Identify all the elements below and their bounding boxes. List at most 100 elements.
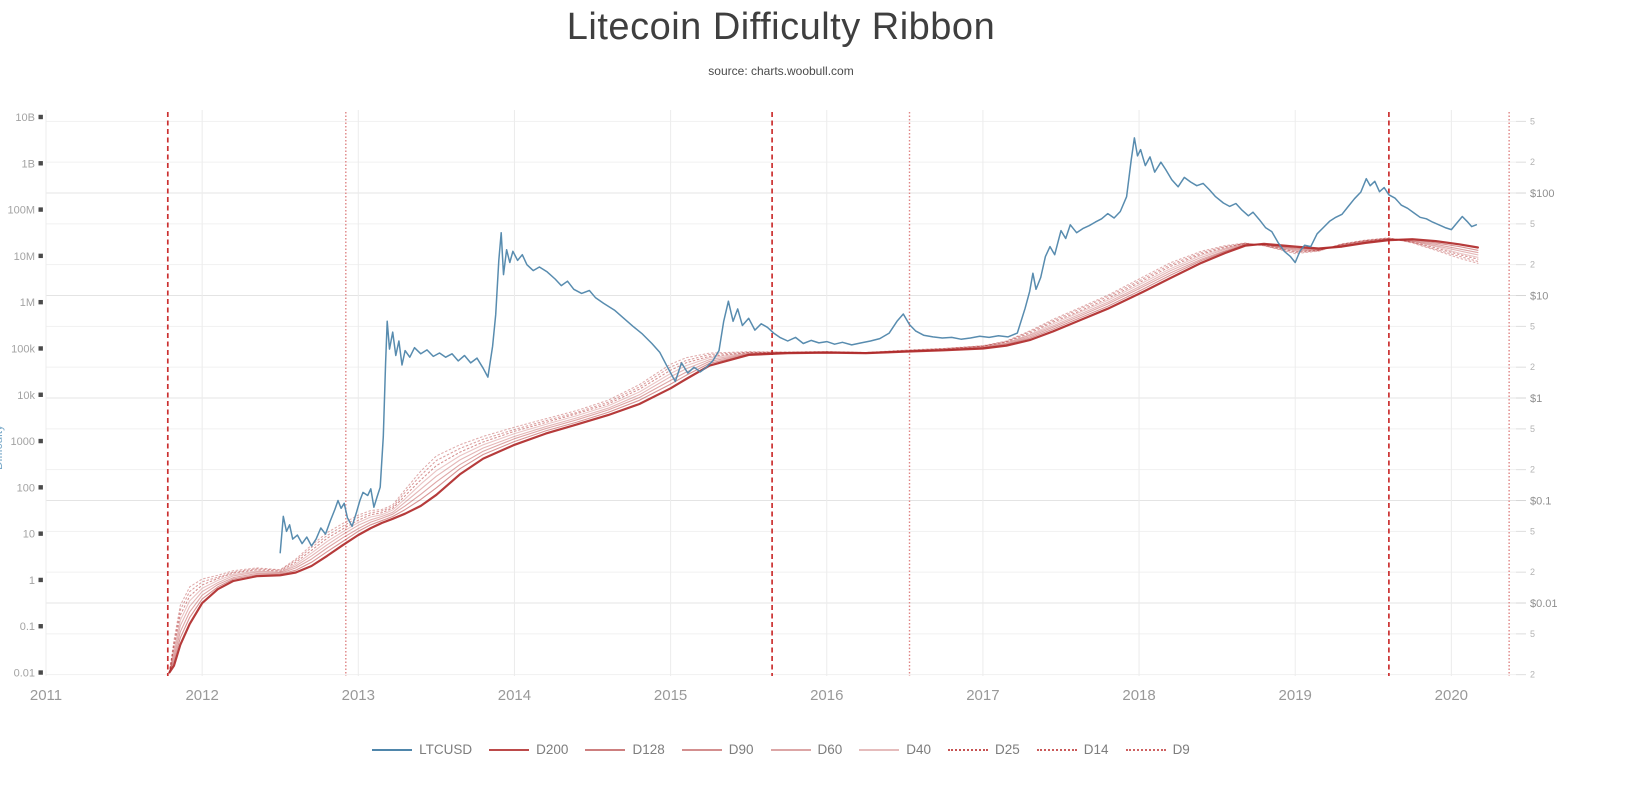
x-axis-labels: 2011 2012 2013 2014 2015 2016 2017 2018 2019 2020 — [30, 687, 1468, 704]
legend-item-LTCUSD[interactable]: LTCUSD — [372, 742, 472, 757]
legend-item-D60[interactable]: D60 — [770, 742, 843, 757]
right-axis-major-tick: $1 — [1530, 393, 1542, 405]
left-axis-tick: 10B — [15, 112, 35, 124]
right-axis-minor-tick: 5 — [1530, 219, 1535, 229]
x-axis-tick: 2011 — [30, 687, 62, 704]
series-D9 — [168, 237, 1479, 674]
right-axis-minor-tick: 2 — [1530, 567, 1535, 577]
legend-label: D128 — [632, 742, 665, 757]
legend-swatch-LTCUSD — [372, 748, 413, 751]
series-D200 — [168, 238, 1480, 674]
left-axis-tick: 1M — [20, 297, 35, 309]
left-axis-tick: 1 — [29, 575, 35, 587]
x-axis-tick: 2012 — [185, 687, 218, 704]
series-D128 — [168, 239, 1479, 674]
x-axis-tick: 2016 — [810, 687, 843, 704]
series-D14 — [168, 237, 1479, 674]
legend-label: D90 — [728, 742, 754, 757]
right-axis-major-tick: $0.1 — [1530, 496, 1551, 508]
legend-label: LTCUSD — [419, 742, 473, 757]
series-D40 — [168, 238, 1479, 674]
right-axis-minor-tick: 5 — [1530, 116, 1535, 126]
left-axis-tick-marker — [38, 253, 43, 259]
right-axis-minor-tick: 2 — [1530, 670, 1535, 680]
series-D25 — [168, 237, 1479, 674]
left-axis-tick-marker — [38, 485, 43, 490]
left-axis-tick-marker — [38, 392, 43, 397]
right-axis-minor-tick: 5 — [1530, 424, 1535, 434]
left-axis-tick-marker — [38, 624, 43, 629]
left-axis-tick-marker — [38, 346, 43, 351]
left-axis-tick: 1B — [22, 158, 35, 170]
left-axis-tick-marker — [38, 207, 43, 212]
grid-vertical — [45, 110, 1452, 676]
legend-item-D14[interactable]: D14 — [1036, 742, 1109, 757]
legend-label: D25 — [995, 742, 1020, 757]
x-axis-tick: 2013 — [342, 687, 375, 704]
x-axis-tick: 2017 — [966, 687, 999, 704]
x-axis-tick: 2015 — [654, 687, 687, 704]
chart-legend: LTCUSD D200 D128 D90 D60 D40 D25 D14 D9 — [46, 742, 1516, 757]
legend-item-D200[interactable]: D200 — [489, 742, 568, 757]
left-axis-tick-marker — [38, 114, 43, 120]
difficulty-ribbon-series — [168, 237, 1480, 674]
legend-swatch-D60 — [770, 748, 811, 751]
halving-event-lines — [166, 112, 1510, 676]
right-axis-minor-tick: 5 — [1530, 526, 1535, 536]
right-axis-minor-tick: 2 — [1530, 362, 1535, 372]
left-axis-tick-marker — [38, 161, 43, 166]
legend-swatch-D40 — [859, 748, 900, 751]
left-axis-tick: 0.1 — [20, 621, 35, 633]
series-D60 — [168, 238, 1479, 674]
series-D90 — [168, 238, 1479, 674]
left-axis-tick-marker — [38, 577, 43, 583]
legend-item-D40[interactable]: D40 — [859, 742, 931, 757]
left-axis-tick: 100k — [11, 343, 35, 355]
left-axis-tick: 10M — [14, 251, 35, 263]
right-axis-minor-tick: 2 — [1530, 465, 1535, 475]
price-series — [279, 137, 1478, 554]
right-axis-major-tick: $10 — [1530, 291, 1548, 303]
left-axis-tick: 100M — [7, 205, 35, 217]
legend-label: D40 — [906, 742, 932, 757]
legend-swatch-D9 — [1125, 748, 1166, 751]
left-axis-tick-marker — [38, 531, 43, 536]
legend-label: D200 — [536, 742, 569, 757]
legend-swatch-D14 — [1036, 748, 1077, 751]
left-axis-labels: 10B 1B 100M 10M 1M 100k 10k 1000 100 10 1 0.1 0.01 — [7, 112, 43, 680]
legend-label: D14 — [1083, 742, 1109, 757]
right-axis-minor-tick: 2 — [1530, 157, 1535, 167]
page-title: Litecoin Difficulty Ribbon — [566, 6, 996, 48]
left-axis-tick: 10 — [23, 529, 35, 541]
legend-item-D9[interactable]: D9 — [1125, 742, 1190, 757]
left-axis-tick-marker — [38, 670, 43, 675]
left-axis-tick: 0.01 — [14, 668, 35, 680]
left-axis-tick: 1000 — [11, 436, 35, 448]
legend-item-D90[interactable]: D90 — [681, 742, 754, 757]
right-axis-labels: 5 2 5 2 5 2 5 2 5 2 5 2 $100 $10 $1 $0.1 $0.01 — [1516, 116, 1558, 680]
left-axis-tick: 100 — [17, 482, 35, 494]
left-axis-tick: 10k — [17, 390, 35, 402]
series-LTCUSD — [279, 137, 1478, 554]
chart-source-subtitle: source: charts.woobull.com — [708, 64, 854, 78]
legend-swatch-D25 — [948, 748, 989, 751]
right-axis-minor-tick: 5 — [1530, 321, 1535, 331]
right-axis-minor-tick: 5 — [1530, 629, 1535, 639]
right-axis-major-tick: $100 — [1530, 188, 1554, 200]
legend-label: D60 — [817, 742, 843, 757]
legend-swatch-D200 — [489, 748, 530, 751]
legend-item-D25[interactable]: D25 — [948, 742, 1020, 757]
left-axis-tick-marker — [38, 438, 43, 444]
legend-label: D9 — [1172, 742, 1190, 757]
legend-item-D128[interactable]: D128 — [585, 742, 665, 757]
x-axis-tick: 2014 — [498, 687, 531, 704]
right-axis-major-tick: $0.01 — [1530, 598, 1558, 610]
x-axis-tick: 2018 — [1122, 687, 1155, 704]
right-axis-minor-tick: 2 — [1530, 260, 1535, 270]
x-axis-tick: 2020 — [1435, 687, 1468, 704]
left-axis-tick-marker — [38, 299, 43, 305]
x-axis-tick: 2019 — [1279, 687, 1312, 704]
legend-swatch-D90 — [681, 748, 722, 751]
